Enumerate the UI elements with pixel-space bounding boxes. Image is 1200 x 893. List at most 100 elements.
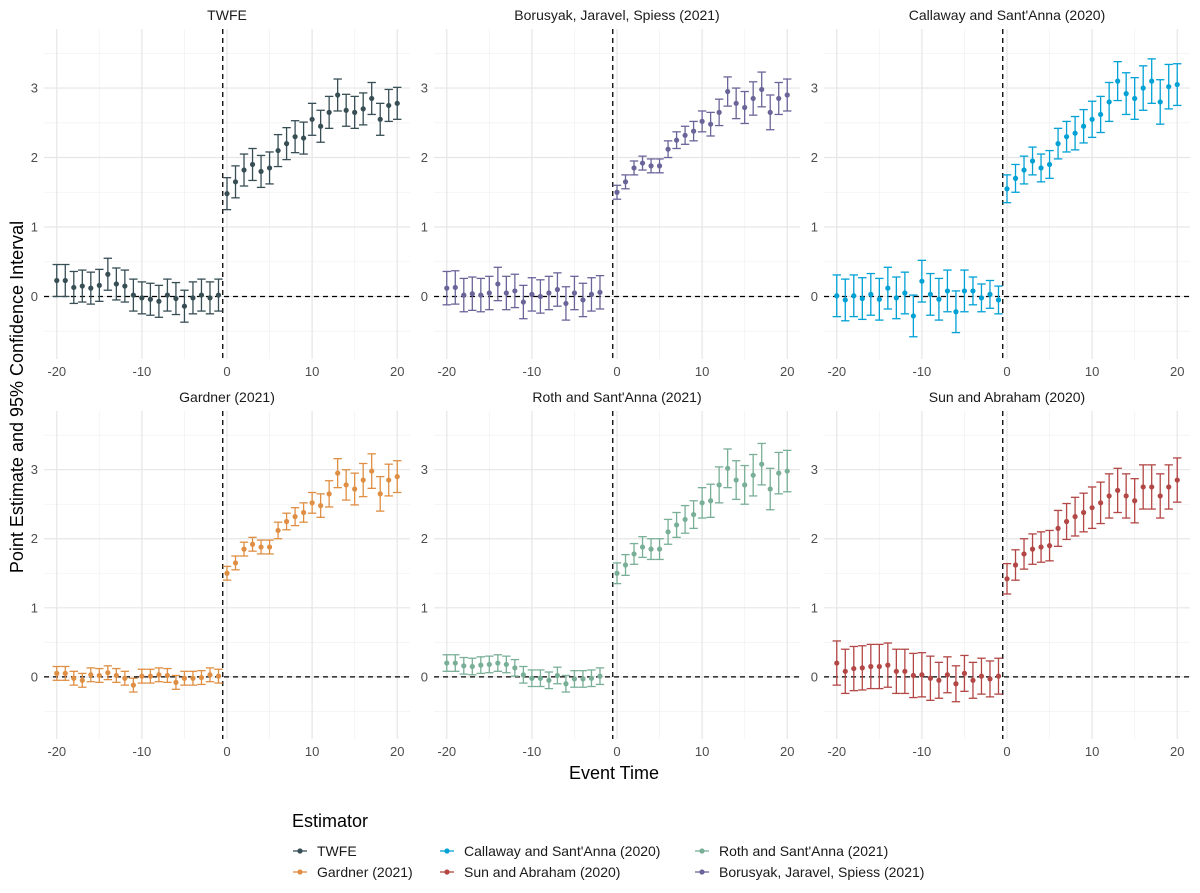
data-point [232,179,239,185]
data-point [335,470,341,476]
data-point [377,116,383,122]
legend-label: Roth and Sant'Anna (2021) [719,843,888,859]
data-point [377,491,383,497]
x-tick-label: -10 [522,364,541,379]
x-tick-label: -10 [912,364,931,379]
data-point [851,293,857,299]
data-point [1004,576,1010,582]
data-point [1132,95,1138,102]
data-point [1089,116,1095,122]
data-point [1072,130,1078,136]
data-point [1098,111,1104,118]
panel-title: Roth and Sant'Anna (2021) [532,389,701,405]
legend-item: Sun and Abraham (2020) [440,864,620,880]
x-tick-label: -10 [132,744,151,759]
data-point [716,482,722,488]
data-point [190,675,196,681]
x-tick-label: -20 [827,364,846,379]
data-point [241,167,247,173]
data-point [292,134,298,140]
y-tick-label: 1 [811,600,818,615]
data-point [283,141,290,147]
data-point [682,132,688,138]
x-tick-label: -20 [827,744,846,759]
data-point [767,109,773,115]
x-tick-label: 20 [390,744,404,759]
data-point [750,95,756,102]
data-point [682,516,688,523]
data-point [343,482,349,488]
x-tick-label: -10 [132,364,151,379]
data-point [571,290,578,296]
data-point [961,670,968,677]
x-tick-label: 0 [613,744,620,759]
data-point [919,278,925,284]
data-point [386,477,392,483]
data-point [944,288,951,294]
data-point [961,288,968,294]
data-point [776,95,782,102]
data-point [725,88,731,95]
data-point [1046,543,1053,549]
panel-4: Gardner (2021) -20 -10 0 10 20 0 1 2 3 [31,389,410,759]
data-point [96,672,102,679]
x-tick-label: 20 [1170,744,1184,759]
panel-3: Callaway and Sant'Anna (2020)-20 -10 0 10 20… [811,7,1190,379]
y-tick-label: 0 [421,289,428,304]
data-point [995,297,1002,303]
y-tick-label: 1 [811,220,818,235]
data-point [1012,175,1019,181]
data-point [1089,505,1095,511]
data-point [444,285,450,291]
legend-item: Borusyak, Jaravel, Spiess (2021) [695,864,924,880]
data-point [588,291,595,297]
data-point [1004,186,1010,192]
data-point [335,92,341,98]
data-point [834,293,840,299]
data-point [944,672,951,678]
data-point [733,100,739,106]
data-point [478,292,484,298]
data-point [215,292,222,298]
legend-key [699,869,705,875]
data-point [851,665,857,672]
data-point [885,662,891,668]
x-tick-label: 0 [1003,744,1010,759]
data-point [343,107,349,113]
data-point [283,518,290,525]
data-point [258,168,264,175]
y-tick-label: 1 [31,220,38,235]
data-point [1106,99,1112,105]
data-point [326,491,332,497]
data-point [79,677,85,683]
data-point [902,668,908,674]
data-point [369,95,375,102]
data-point [1012,562,1019,568]
data-point [970,677,976,683]
y-tick-label: 3 [31,81,38,96]
data-point [122,283,128,289]
panel-title: Borusyak, Jaravel, Spiess (2021) [514,7,719,23]
y-tick-label: 2 [421,531,428,546]
data-point [461,292,467,298]
data-point [953,309,959,315]
legend-key [699,848,705,854]
data-point [173,679,179,685]
data-point [88,285,94,291]
data-point [902,290,908,296]
y-tick-label: 1 [421,600,428,615]
data-point [503,661,509,668]
legend-item: Callaway and Sant'Anna (2020) [440,843,660,859]
data-point [309,116,315,122]
data-point [360,106,366,112]
data-point [486,661,492,668]
data-point [394,474,400,480]
data-point [207,672,213,678]
legend-title: Estimator [292,811,368,831]
data-point [1123,91,1129,97]
data-point [62,670,68,677]
data-point [113,281,119,287]
data-point [54,670,60,677]
data-point [1021,551,1027,557]
data-point [1174,81,1180,88]
